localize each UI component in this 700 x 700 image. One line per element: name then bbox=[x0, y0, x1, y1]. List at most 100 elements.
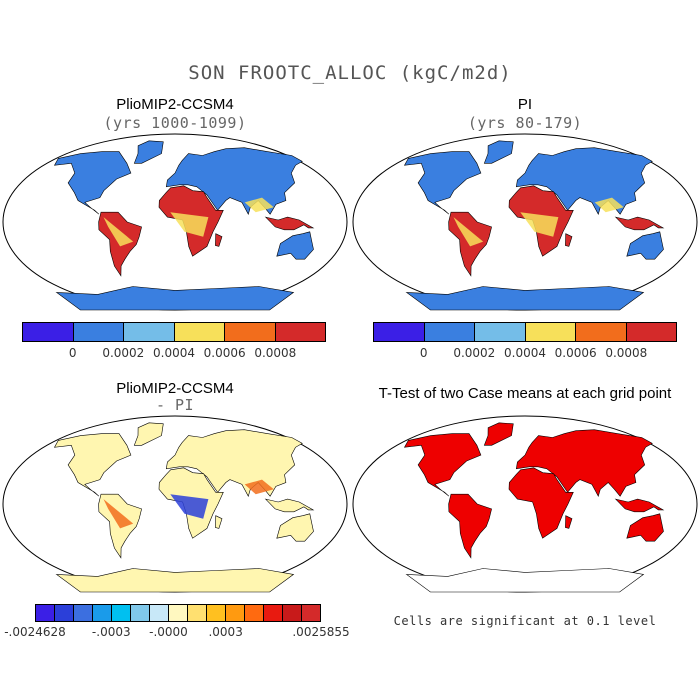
colorbar-pliomip2-swatch-5 bbox=[275, 323, 325, 341]
colorbar-difference-tick-label: -.0024628 bbox=[4, 625, 66, 639]
panel-2-title: PI bbox=[517, 96, 533, 113]
colorbar-pi-tick-label: 0.0008 bbox=[605, 346, 648, 360]
field-patch bbox=[244, 479, 274, 495]
landmass-northAmerica bbox=[403, 433, 482, 497]
panel-3-subtitle: - PI bbox=[155, 396, 195, 414]
colorbar-pi-swatch-3 bbox=[525, 323, 576, 341]
colorbar-difference-tick-label: -.0003 bbox=[91, 625, 131, 639]
map-pliomip2 bbox=[2, 133, 348, 311]
landmass-greenland bbox=[483, 422, 514, 446]
landmass-africa bbox=[508, 467, 574, 539]
colorbar-difference-swatch-9 bbox=[207, 605, 226, 621]
colorbar-difference-swatch-4 bbox=[112, 605, 131, 621]
colorbar-pliomip2-tick-label: 0.0004 bbox=[153, 346, 195, 360]
landmass-australia bbox=[276, 231, 314, 260]
figure-title: SON FROOTC_ALLOC (kgC/m2d) bbox=[188, 62, 512, 84]
colorbar-difference-swatch-13 bbox=[283, 605, 302, 621]
landmass-greenland bbox=[133, 422, 164, 446]
landmass-australia bbox=[276, 513, 314, 542]
colorbar-pliomip2-swatch-3 bbox=[174, 323, 225, 341]
colorbar-difference-swatch-14 bbox=[302, 605, 320, 621]
colorbar-pliomip2-tick-label: 0 bbox=[68, 346, 77, 360]
colorbar-difference-tick-label: .0025855 bbox=[292, 625, 350, 639]
landmass-australia bbox=[626, 513, 664, 542]
panel-3-title: PlioMIP2-CCSM4 bbox=[116, 380, 234, 397]
colorbar-difference-swatch-3 bbox=[93, 605, 112, 621]
panel-1-title: PlioMIP2-CCSM4 bbox=[116, 96, 234, 113]
field-patch bbox=[244, 197, 274, 213]
landmass-antarctica bbox=[55, 568, 295, 593]
panel-1-subtitle: (yrs 1000-1099) bbox=[103, 114, 247, 132]
colorbar-pi-ticks: 0 0.0002 0.0004 0.0006 0.0008 bbox=[373, 346, 677, 362]
colorbar-difference-tick-label: .0003 bbox=[208, 625, 243, 639]
colorbar-pi-swatch-0 bbox=[374, 323, 425, 341]
colorbar-pi-swatch-4 bbox=[576, 323, 627, 341]
landmass-antarctica bbox=[55, 286, 295, 311]
colorbar-difference-swatch-12 bbox=[264, 605, 283, 621]
colorbar-difference-swatch-2 bbox=[74, 605, 93, 621]
colorbar-pi bbox=[373, 322, 677, 342]
landmass-indonesia bbox=[614, 498, 665, 513]
colorbar-pi-tick-label: 0.0004 bbox=[504, 346, 546, 360]
colorbar-pliomip2-swatch-0 bbox=[23, 323, 74, 341]
field-patch bbox=[170, 494, 209, 519]
colorbar-pliomip2 bbox=[22, 322, 326, 342]
landmass-madagascar bbox=[215, 515, 223, 529]
colorbar-pi-tick-label: 0 bbox=[419, 346, 428, 360]
landmass-greenland bbox=[483, 140, 514, 164]
colorbar-pliomip2-tick-label: 0.0008 bbox=[254, 346, 297, 360]
landmass-madagascar bbox=[215, 233, 223, 247]
colorbar-difference-swatch-11 bbox=[245, 605, 264, 621]
colorbar-difference-swatch-10 bbox=[226, 605, 245, 621]
colorbar-difference-swatch-0 bbox=[36, 605, 55, 621]
landmass-indonesia bbox=[264, 216, 315, 231]
landmass-eurasia bbox=[515, 147, 653, 215]
landmass-northAmerica bbox=[403, 151, 482, 215]
landmass-antarctica bbox=[405, 568, 645, 593]
field-patch bbox=[520, 212, 559, 237]
field-patch bbox=[453, 217, 484, 247]
colorbar-pi-swatch-2 bbox=[475, 323, 526, 341]
panel-2-subtitle: (yrs 80-179) bbox=[467, 114, 583, 132]
landmass-northAmerica bbox=[53, 433, 132, 497]
landmass-madagascar bbox=[565, 515, 573, 529]
colorbar-difference-swatch-6 bbox=[150, 605, 169, 621]
landmass-antarctica bbox=[405, 286, 645, 311]
colorbar-pliomip2-swatch-1 bbox=[73, 323, 124, 341]
panel-4-title: T-Test of two Case means at each grid po… bbox=[378, 385, 672, 402]
colorbar-difference-swatch-7 bbox=[169, 605, 188, 621]
landmass-madagascar bbox=[565, 233, 573, 247]
landmass-eurasia bbox=[515, 429, 653, 497]
landmass-northAmerica bbox=[53, 151, 132, 215]
colorbar-difference-swatch-8 bbox=[188, 605, 207, 621]
field-patch bbox=[170, 212, 209, 237]
colorbar-pliomip2-ticks: 0 0.0002 0.0004 0.0006 0.0008 bbox=[22, 346, 326, 362]
colorbar-pliomip2-swatch-4 bbox=[225, 323, 276, 341]
colorbar-difference bbox=[35, 604, 321, 622]
map-difference bbox=[2, 415, 348, 593]
significance-note: Cells are significant at 0.1 level bbox=[393, 614, 657, 628]
colorbar-difference-tick-label: -.0000 bbox=[149, 625, 188, 639]
colorbar-difference-ticks: -.0024628 -.0003 -.0000 .0003 .0025855 bbox=[4, 625, 349, 641]
colorbar-difference-swatch-1 bbox=[55, 605, 74, 621]
landmass-eurasia bbox=[165, 429, 303, 497]
colorbar-pliomip2-tick-label: 0.0002 bbox=[102, 346, 145, 360]
map-pi bbox=[352, 133, 698, 311]
colorbar-pi-swatch-5 bbox=[626, 323, 676, 341]
landmass-eurasia bbox=[165, 147, 303, 215]
colorbar-pi-tick-label: 0.0002 bbox=[453, 346, 496, 360]
landmass-indonesia bbox=[614, 216, 665, 231]
field-patch bbox=[103, 217, 134, 247]
map-ttest bbox=[352, 415, 698, 593]
colorbar-pliomip2-swatch-2 bbox=[124, 323, 175, 341]
landmass-indonesia bbox=[264, 498, 315, 513]
colorbar-difference-swatch-5 bbox=[131, 605, 150, 621]
landmass-greenland bbox=[133, 140, 164, 164]
colorbar-pi-swatch-1 bbox=[424, 323, 475, 341]
field-patch bbox=[594, 197, 624, 213]
colorbar-pi-tick-label: 0.0006 bbox=[554, 346, 597, 360]
landmass-australia bbox=[626, 231, 664, 260]
landmass-southAmerica bbox=[448, 493, 492, 559]
colorbar-pliomip2-tick-label: 0.0006 bbox=[203, 346, 246, 360]
field-patch bbox=[103, 499, 134, 529]
